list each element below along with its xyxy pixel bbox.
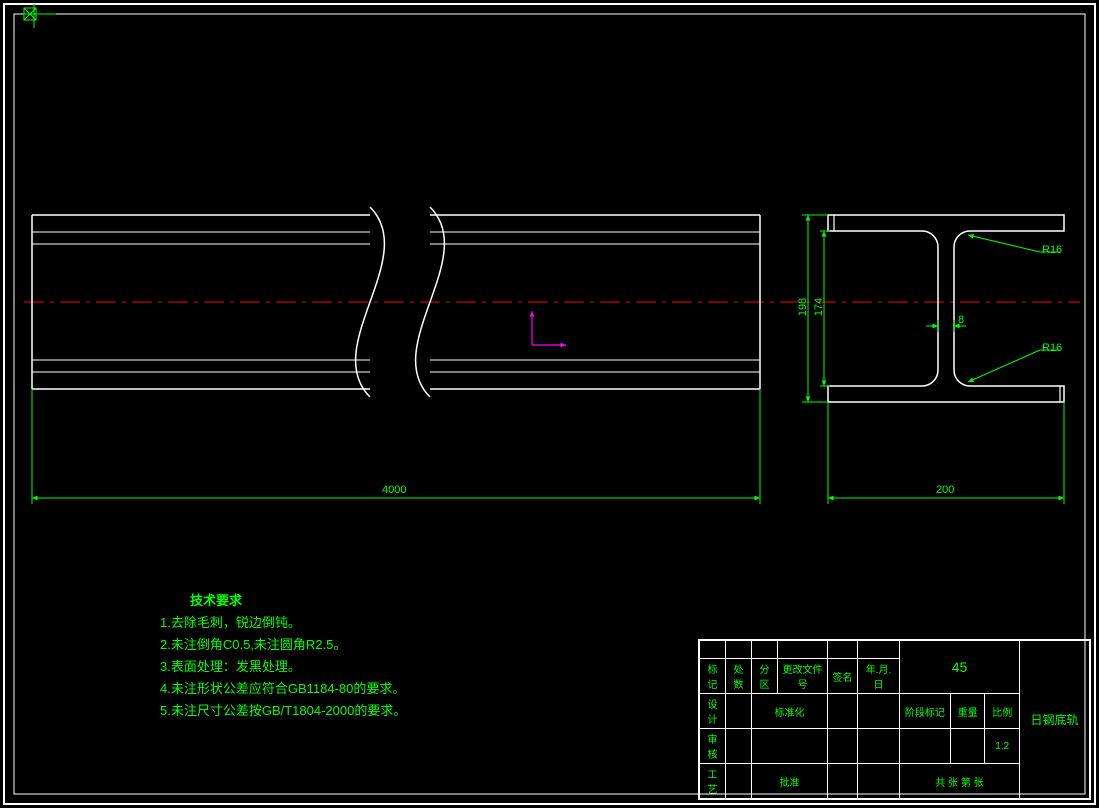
dim-200-label: 200 [936, 484, 954, 496]
tb-stdzn: 标准化 [752, 694, 828, 729]
tb-scale-lbl: 比例 [985, 694, 1020, 729]
tb-qty: 处数 [726, 659, 752, 694]
tb-mark: 标记 [700, 659, 726, 694]
dim-r16-top-label: R16 [1042, 244, 1062, 256]
notes-line: 5.未注尺寸公差按GB/T1804-2000的要求。 [160, 700, 406, 722]
dim-174-label: 174 [813, 297, 825, 315]
tb-audit: 审核 [700, 729, 726, 764]
material-cell: 45 [900, 641, 1020, 694]
notes-line: 4.未注形状公差应符合GB1184-80的要求。 [160, 678, 406, 700]
notes-line: 1.去除毛刺，锐边倒钝。 [160, 612, 406, 634]
dim-8-label: 8 [958, 314, 964, 326]
notes-title: 技术要求 [190, 590, 406, 612]
tb-sheet: 共 张 第 张 [900, 764, 1020, 799]
technical-notes: 技术要求 1.去除毛刺，锐边倒钝。 2.未注倒角C0.5,未注圆角R2.5。 3… [160, 590, 406, 722]
tb-proc: 工艺 [700, 764, 726, 799]
title-block-table: 45 日钢底轨 标记 处数 分区 更改文件号 签名 年.月.日 设计 标准化 阶… [699, 640, 1090, 799]
dim-r16-bot-label: R16 [1042, 342, 1062, 354]
dim-198-label: 198 [797, 297, 809, 315]
tb-appr: 批准 [752, 764, 828, 799]
tb-docno: 更改文件号 [778, 659, 828, 694]
tb-date: 年.月.日 [858, 659, 900, 694]
part-name-cell: 日钢底轨 [1020, 641, 1090, 799]
tb-design: 设计 [700, 694, 726, 729]
title-block: 45 日钢底轨 标记 处数 分区 更改文件号 签名 年.月.日 设计 标准化 阶… [698, 639, 1091, 800]
dim-4000-label: 4000 [382, 484, 406, 496]
tb-scale: 1:2 [985, 729, 1020, 764]
notes-line: 2.未注倒角C0.5,未注圆角R2.5。 [160, 634, 406, 656]
tb-zone: 分区 [752, 659, 778, 694]
notes-line: 3.表面处理：发黑处理。 [160, 656, 406, 678]
tb-sign: 签名 [828, 659, 858, 694]
tb-massmark: 阶段标记 [900, 694, 951, 729]
tb-mass: 重量 [950, 694, 985, 729]
